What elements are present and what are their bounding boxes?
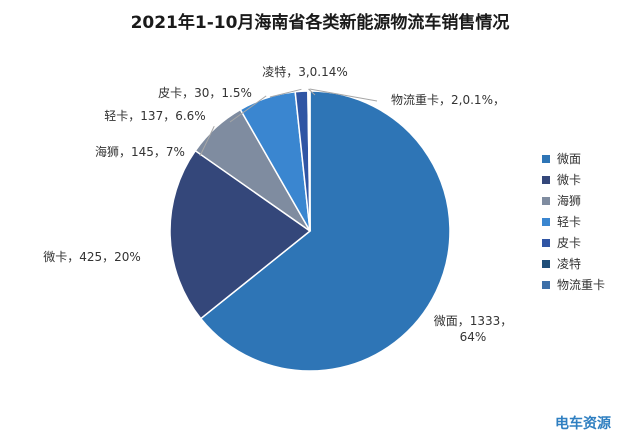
legend-swatch-7 — [542, 281, 550, 289]
data-label-1-line-2: 64% — [460, 330, 487, 344]
legend-swatch-6 — [542, 260, 550, 268]
leader-lines — [199, 88, 378, 157]
legend-label-1: 微面 — [557, 152, 581, 166]
legend-swatch-5 — [542, 239, 550, 247]
data-label-3: 海狮，145，7% — [95, 144, 185, 159]
data-label-7: 物流重卡，2,0.1%， — [391, 93, 505, 107]
chart-title: 2021年1-10月海南省各类新能源物流车销售情况 — [131, 12, 510, 33]
leader-line-4 — [229, 95, 267, 123]
leader-line-3 — [199, 125, 215, 157]
data-label-4: 轻卡，137，6.6% — [104, 109, 205, 123]
legend-label-3: 海狮 — [557, 193, 581, 208]
legend-swatch-3 — [542, 197, 550, 205]
legend-swatch-1 — [542, 155, 550, 163]
pie-slice-7 — [308, 90, 311, 232]
legend-label-2: 微卡 — [557, 173, 581, 187]
watermark-logo: 电车资源 — [555, 415, 611, 432]
legend-label-7: 物流重卡 — [557, 278, 605, 292]
data-label-6: 凌特，3,0.14% — [262, 64, 348, 79]
legend-label-4: 轻卡 — [557, 215, 581, 229]
legend-swatch-4 — [542, 218, 550, 226]
pie-slices — [169, 90, 451, 372]
data-label-5: 皮卡，30，1.5% — [158, 86, 252, 100]
legend-label-6: 凌特 — [557, 256, 581, 271]
legend-label-5: 皮卡 — [557, 236, 581, 250]
leader-line-6 — [308, 88, 316, 96]
pie-slice-1 — [199, 90, 451, 372]
leader-line-5 — [269, 88, 302, 98]
leader-line-7 — [309, 88, 378, 102]
data-label-2: 微卡，425，20% — [43, 250, 141, 264]
data-label-1-line-1: 微面，1333， — [434, 314, 513, 328]
data-labels: 微面，1333， 64% 微卡，425，20% 海狮，145，7% 轻卡，137，6.6… — [43, 64, 512, 344]
legend-swatch-2 — [542, 176, 550, 184]
pie-slice-2 — [169, 149, 312, 320]
